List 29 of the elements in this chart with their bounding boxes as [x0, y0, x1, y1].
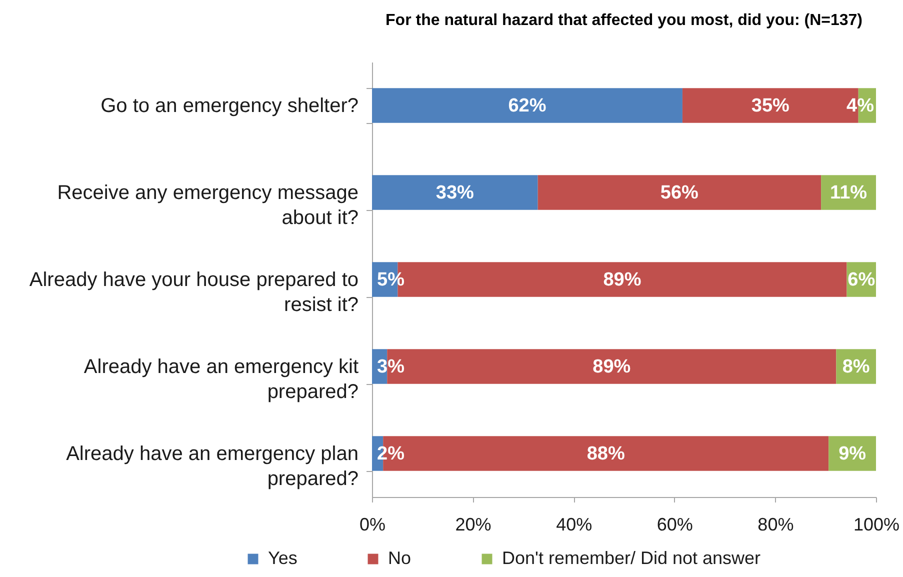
data-label: 11%: [830, 182, 868, 204]
data-label: 56%: [660, 182, 699, 204]
x-tick-label: 20%: [455, 514, 492, 534]
data-label: 8%: [842, 356, 870, 378]
x-tick-label: 0%: [359, 514, 386, 534]
legend-label: Don't remember/ Did not answer: [502, 548, 761, 568]
data-label: 88%: [586, 444, 625, 464]
data-label: 89%: [592, 356, 631, 378]
bar: [372, 175, 538, 210]
data-label: 33%: [436, 182, 474, 204]
data-label: 6%: [848, 270, 876, 290]
x-tick-label: 100%: [853, 514, 900, 534]
legend-label: No: [388, 548, 412, 568]
data-label: 62%: [508, 96, 546, 116]
bar: [372, 88, 682, 123]
y-tick-label: Receive any emergency message about it?: [57, 182, 358, 229]
x-tick-label: 60%: [656, 514, 693, 534]
data-label: 89%: [603, 270, 642, 290]
data-label: 9%: [838, 444, 866, 464]
legend-label: Yes: [268, 548, 298, 568]
y-tick-label: Already have an emergency plan prepared?: [66, 443, 358, 490]
x-tick-label: 80%: [758, 514, 794, 534]
data-label: 35%: [751, 96, 790, 116]
y-tick-label: Already have your house prepared to resist it?: [29, 269, 358, 316]
y-tick-label: Already have an emergency kit prepared?: [84, 356, 359, 403]
x-tick-label: 40%: [556, 514, 592, 534]
y-tick-label: Go to an emergency shelter?: [100, 95, 358, 117]
chart-title: For the natural hazard that affected you most, did you: (N=137): [386, 12, 862, 29]
bar: [538, 175, 822, 210]
